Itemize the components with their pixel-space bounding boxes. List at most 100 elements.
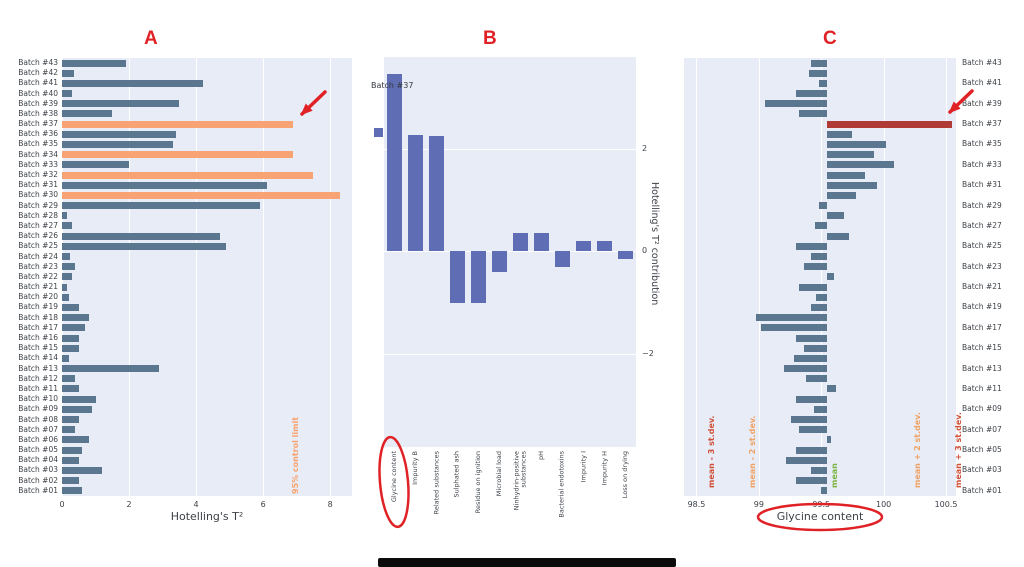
- batch-label-batch-24: Batch #24: [18, 251, 58, 261]
- bar-batch-08: [62, 416, 79, 423]
- bar-batch-01: [821, 487, 828, 495]
- batch-label-batch-23: Batch #23: [962, 261, 1002, 271]
- batch-label-batch-07: Batch #07: [18, 424, 58, 434]
- bar-batch-05: [796, 446, 828, 454]
- b-y-axis-title-text: Hotelling's T² contribution: [649, 182, 660, 306]
- batch-label-batch-43: Batch #43: [962, 58, 1002, 67]
- bar-batch-38: [62, 110, 113, 118]
- bar-batch-06: [62, 436, 89, 444]
- bar-batch-35: [827, 140, 887, 148]
- bar-impurity-h: [597, 241, 612, 252]
- batch-label-batch-03: Batch #03: [18, 465, 58, 475]
- y-tick-label: 0: [642, 246, 648, 256]
- batch-label-batch-33: Batch #33: [18, 159, 58, 169]
- bar-batch-39: [765, 100, 828, 108]
- batch-label-batch-36: Batch #36: [18, 129, 58, 139]
- bar-bacterial-endotoxins: [555, 251, 570, 267]
- chart-a-hotellings-t2: Batch #43 Batch #42 Batch #41 Batch #40 Batc…: [8, 52, 354, 530]
- batch-label-batch-02: Batch #02: [18, 475, 58, 485]
- batch-label-batch-43: Batch #43: [18, 58, 58, 67]
- bar-batch-31: [827, 181, 878, 189]
- a-x-tick-labels: 0 2 4 6 8: [8, 52, 354, 530]
- batch-label-batch-30: Batch #30: [18, 190, 58, 200]
- bar-batch-32: [827, 171, 865, 179]
- x-tick-label: 99.5: [812, 500, 831, 509]
- bar-residue-on-ignition: [471, 251, 486, 303]
- bar-batch-22: [827, 273, 834, 281]
- gridline: [883, 58, 885, 496]
- c-plot-area: mean - 3 st.dev. mean - 2 st.dev. mean mean…: [684, 58, 963, 496]
- bar-batch-26: [62, 232, 220, 240]
- gridline: [384, 354, 636, 356]
- bar-batch-38: [798, 110, 828, 118]
- batch-label-batch-28: Batch #28: [18, 210, 58, 220]
- b-legend-swatch: [374, 128, 383, 137]
- batch-label-batch-19: Batch #19: [962, 302, 1002, 312]
- x-tick-label: 100: [875, 500, 892, 509]
- batch-label-batch-10: Batch #10: [18, 394, 58, 404]
- bar-batch-07: [798, 426, 828, 434]
- x-tick-label: 2: [126, 500, 132, 509]
- bar-sulphated-ash: [450, 251, 465, 303]
- batch-label-batch-39: Batch #39: [962, 98, 1002, 108]
- panel-a-letter: A: [144, 28, 159, 49]
- batch-label-batch-15: Batch #15: [18, 343, 58, 353]
- gridline: [758, 58, 760, 496]
- bar-batch-09: [62, 405, 93, 413]
- batch-label-batch-01: Batch #01: [962, 485, 1002, 495]
- bar-batch-30: [827, 191, 857, 199]
- batch-label-batch-03: Batch #03: [962, 465, 1002, 475]
- bar-batch-18: [62, 314, 89, 322]
- bar-batch-15: [62, 344, 79, 352]
- bar-batch-17: [761, 324, 828, 332]
- batch-label-batch-23: Batch #23: [18, 261, 58, 271]
- batch-label-batch-39: Batch #39: [18, 98, 58, 108]
- bar-batch-21: [798, 283, 828, 291]
- x-tick-label: 100.5: [934, 500, 958, 509]
- panel-c-letter: C: [823, 28, 838, 49]
- chart-c-glycine-content: mean - 3 st.dev. mean - 2 st.dev. mean mean…: [676, 52, 1024, 530]
- batch-label-batch-21: Batch #21: [962, 282, 1002, 292]
- bar-batch-29: [818, 202, 828, 210]
- bar-batch-21: [62, 283, 68, 291]
- batch-label-batch-33: Batch #33: [962, 159, 1002, 169]
- bar-batch-03: [62, 466, 103, 474]
- batch-label-batch-05: Batch #05: [962, 445, 1002, 455]
- batch-label-batch-01: Batch #01: [18, 485, 58, 495]
- bar-batch-14: [62, 354, 69, 362]
- bar-batch-03: [811, 466, 828, 474]
- bar-microbial-load: [492, 251, 507, 273]
- c-x-axis-title: Glycine content: [776, 510, 864, 523]
- bar-batch-42: [62, 69, 74, 77]
- a-plot-area: 95% control limit: [62, 58, 352, 496]
- bar-batch-20: [816, 293, 828, 301]
- bar-batch-22: [62, 273, 73, 281]
- batch-label-batch-08: Batch #08: [18, 414, 58, 424]
- bar-batch-11: [62, 385, 79, 393]
- bar-batch-40: [62, 90, 73, 98]
- bar-batch-20: [62, 293, 69, 301]
- bar-batch-12: [806, 375, 828, 383]
- batch-label-batch-37: Batch #37: [962, 119, 1002, 129]
- gridline: [384, 148, 636, 150]
- bar-batch-28: [827, 212, 844, 220]
- bar-batch-23: [62, 263, 76, 271]
- batch-label-batch-35: Batch #35: [962, 139, 1002, 149]
- batch-label-batch-16: Batch #16: [18, 333, 58, 343]
- bar-batch-42: [808, 69, 828, 77]
- batch-label-batch-42: Batch #42: [18, 68, 58, 78]
- bar-batch-24: [811, 253, 828, 261]
- batch-label-batch-06: Batch #06: [18, 434, 58, 444]
- batch-label-batch-13: Batch #13: [18, 363, 58, 373]
- bar-batch-37: [827, 120, 953, 128]
- bar-batch-41: [818, 79, 828, 87]
- bar-batch-27: [62, 222, 73, 230]
- bar-batch-19: [811, 303, 828, 311]
- bar-batch-01: [62, 487, 83, 495]
- bar-batch-37: [62, 120, 294, 128]
- batch-label-batch-14: Batch #14: [18, 353, 58, 363]
- bar-batch-41: [62, 79, 203, 87]
- y-tick-label: 2: [642, 143, 648, 153]
- batch-label-batch-21: Batch #21: [18, 282, 58, 292]
- bar-batch-40: [796, 90, 828, 98]
